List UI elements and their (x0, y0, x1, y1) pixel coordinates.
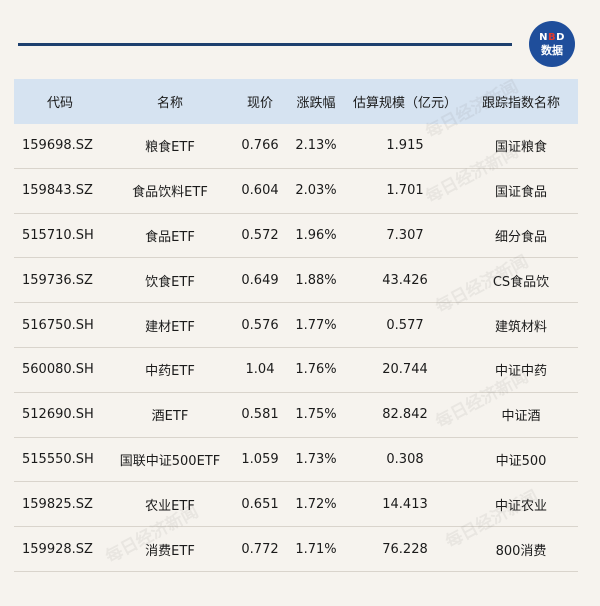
table-row: 159928.SZ 消费ETF 0.772 1.71% 76.228 800消费 (14, 527, 578, 572)
table-row: 159843.SZ 食品饮料ETF 0.604 2.03% 1.701 国证食品 (14, 169, 578, 214)
table-row: 560080.SH 中药ETF 1.04 1.76% 20.744 中证中药 (14, 348, 578, 393)
cell-change: 2.03% (295, 183, 337, 199)
cell-name: 粮食ETF (145, 140, 195, 156)
cell-name: 农业ETF (145, 498, 195, 514)
cell-scale: 76.228 (382, 541, 428, 557)
logo-subtitle: 数据 (541, 43, 563, 57)
cell-code: 159928.SZ (22, 541, 93, 557)
cell-code: 512690.SH (22, 407, 94, 423)
cell-index: CS食品饮 (492, 274, 550, 290)
cell-change: 1.75% (295, 407, 337, 423)
table-row: 515710.SH 食品ETF 0.572 1.96% 7.307 细分食品 (14, 214, 578, 259)
cell-name: 食品饮料ETF (132, 185, 208, 201)
table-row: 515550.SH 国联中证500ETF 1.059 1.73% 0.308 中证500 (14, 438, 578, 483)
cell-price: 0.604 (241, 183, 279, 199)
cell-code: 159698.SZ (22, 138, 93, 154)
cell-price: 1.059 (241, 451, 279, 467)
cell-index: 800消费 (495, 543, 547, 559)
header-index: 跟踪指数名称 (481, 96, 560, 111)
cell-name: 中药ETF (145, 364, 195, 380)
header-price: 现价 (246, 96, 273, 111)
cell-name: 食品ETF (145, 229, 195, 245)
cell-code: 159843.SZ (22, 183, 93, 199)
cell-scale: 7.307 (386, 227, 424, 243)
cell-index: 细分食品 (494, 229, 547, 245)
cell-name: 建材ETF (145, 319, 195, 335)
etf-table: 代码 名称 现价 涨跌幅 估算规模（亿元） 跟踪指数名称 159698.SZ 粮食… (14, 79, 578, 572)
cell-name: 饮食ETF (145, 274, 195, 290)
table-row: 516750.SH 建材ETF 0.576 1.77% 0.577 建筑材料 (14, 303, 578, 348)
cell-price: 0.572 (241, 227, 279, 243)
cell-name: 国联中证500ETF (119, 453, 221, 469)
cell-scale: 1.915 (386, 138, 424, 154)
cell-name: 消费ETF (145, 543, 195, 559)
header-name: 名称 (156, 96, 183, 111)
cell-price: 0.772 (241, 541, 279, 557)
cell-name: 酒ETF (151, 409, 189, 425)
cell-change: 1.77% (295, 317, 337, 333)
cell-change: 1.76% (295, 362, 337, 378)
cell-code: 159825.SZ (22, 496, 93, 512)
cell-scale: 43.426 (382, 272, 428, 288)
header-scale: 估算规模（亿元） (352, 96, 457, 111)
cell-index: 建筑材料 (494, 319, 547, 335)
cell-scale: 82.842 (382, 407, 428, 423)
cell-code: 560080.SH (22, 362, 94, 378)
nbd-data-logo: NBD 数据 (529, 21, 575, 67)
cell-price: 0.651 (241, 496, 279, 512)
cell-change: 2.13% (295, 138, 337, 154)
cell-price: 0.649 (241, 272, 279, 288)
table-row: 159698.SZ 粮食ETF 0.766 2.13% 1.915 国证粮食 (14, 124, 578, 169)
cell-index: 国证食品 (494, 185, 547, 201)
cell-scale: 0.577 (386, 317, 424, 333)
cell-change: 1.96% (295, 227, 337, 243)
cell-index: 中证500 (495, 453, 547, 469)
table-header-row: 代码 名称 现价 涨跌幅 估算规模（亿元） 跟踪指数名称 (14, 79, 578, 124)
cell-change: 1.88% (295, 272, 337, 288)
cell-change: 1.71% (295, 541, 337, 557)
cell-price: 0.576 (241, 317, 279, 333)
cell-scale: 1.701 (386, 183, 424, 199)
cell-price: 1.04 (245, 362, 275, 378)
cell-code: 515550.SH (22, 451, 94, 467)
cell-scale: 0.308 (386, 451, 424, 467)
cell-index: 中证农业 (494, 498, 547, 514)
cell-code: 515710.SH (22, 227, 94, 243)
cell-price: 0.581 (241, 407, 279, 423)
header-change: 涨跌幅 (296, 96, 336, 111)
cell-change: 1.73% (295, 451, 337, 467)
cell-index: 中证酒 (501, 409, 541, 425)
table-row: 512690.SH 酒ETF 0.581 1.75% 82.842 中证酒 (14, 393, 578, 438)
header-rule (18, 43, 512, 46)
cell-index: 中证中药 (494, 364, 547, 380)
logo-wordmark: NBD (539, 31, 565, 43)
cell-code: 159736.SZ (22, 272, 93, 288)
header-code: 代码 (46, 96, 73, 111)
cell-code: 516750.SH (22, 317, 94, 333)
cell-scale: 20.744 (382, 362, 428, 378)
cell-price: 0.766 (241, 138, 279, 154)
table-row: 159825.SZ 农业ETF 0.651 1.72% 14.413 中证农业 (14, 482, 578, 528)
cell-change: 1.72% (295, 496, 337, 512)
cell-scale: 14.413 (382, 496, 428, 512)
table-row: 159736.SZ 饮食ETF 0.649 1.88% 43.426 CS食品饮 (14, 258, 578, 304)
cell-index: 国证粮食 (494, 140, 547, 156)
